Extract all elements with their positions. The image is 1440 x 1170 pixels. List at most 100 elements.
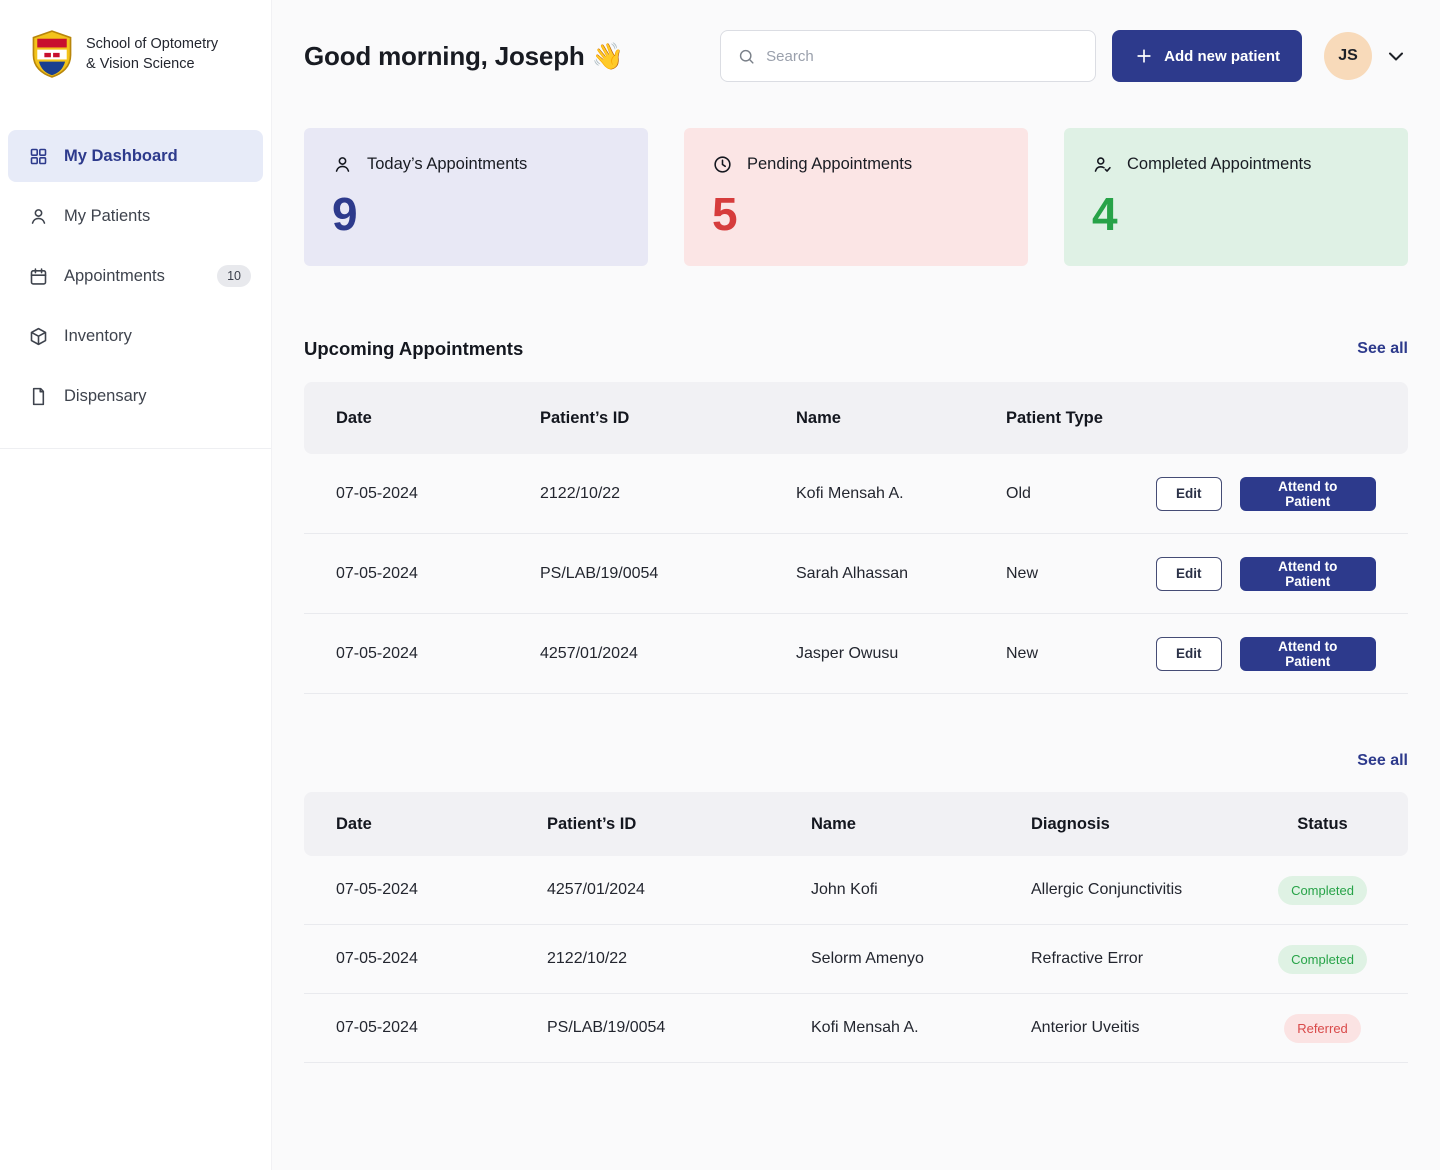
table-row: 07-05-2024 PS/LAB/19/0054 Sarah Alhassan… <box>304 534 1408 614</box>
stat-card-pending-appointments: Pending Appointments 5 <box>684 128 1028 266</box>
edit-button[interactable]: Edit <box>1156 636 1222 671</box>
dashboard-icon <box>28 146 49 167</box>
edit-button[interactable]: Edit <box>1156 556 1222 591</box>
search-box[interactable] <box>720 30 1097 82</box>
cell-patient-id: PS/LAB/19/0054 <box>540 564 659 582</box>
cell-diagnosis: Allergic Conjunctivitis <box>1031 881 1183 898</box>
sidebar-item-dispensary[interactable]: Dispensary <box>8 370 263 422</box>
cell-date: 07-05-2024 <box>336 484 418 502</box>
edit-button[interactable]: Edit <box>1156 476 1222 511</box>
brand-name: School of Optometry & Vision Science <box>86 35 219 72</box>
cell-date: 07-05-2024 <box>336 564 418 582</box>
page-greeting: Good morning, Joseph 👋 <box>304 40 624 71</box>
table-header-row: Date Patient’s ID Name Patient Type <box>304 382 1408 454</box>
sidebar-nav: My Dashboard My Patients Appointments 10 <box>0 130 271 449</box>
table-header-row: Date Patient’s ID Name Diagnosis Status <box>304 792 1408 856</box>
search-icon <box>740 49 754 64</box>
cell-name: Kofi Mensah A. <box>796 484 904 502</box>
sidebar-item-label: Inventory <box>64 326 132 345</box>
add-new-patient-button[interactable]: Add new patient <box>1112 30 1302 82</box>
stat-card-todays-appointments: Today’s Appointments 9 <box>304 128 648 266</box>
column-header-diagnosis: Diagnosis <box>1031 814 1110 833</box>
attend-to-patient-button[interactable]: Attend to Patient <box>1239 636 1376 671</box>
table-row: 07-05-2024 2122/10/22 Selorm Amenyo Refr… <box>304 925 1408 994</box>
main-content: Good morning, Joseph 👋 Add new patient J… <box>272 0 1440 1170</box>
cell-patient-type: Old <box>1006 484 1031 502</box>
cell-diagnosis: Refractive Error <box>1031 950 1144 967</box>
sidebar: School of Optometry & Vision Science My … <box>0 0 272 1170</box>
recent-appointments-section: See all Date Patient’s ID Name Diagnosis… <box>304 752 1408 1063</box>
cell-patient-id: 2122/10/22 <box>547 950 628 967</box>
cell-name: Selorm Amenyo <box>811 950 924 967</box>
cell-patient-id: 4257/01/2024 <box>547 881 645 898</box>
avatar[interactable]: JS <box>1324 32 1372 80</box>
brand: School of Optometry & Vision Science <box>0 30 271 78</box>
cell-date: 07-05-2024 <box>336 950 418 967</box>
table-row: 07-05-2024 4257/01/2024 John Kofi Allerg… <box>304 856 1408 925</box>
cell-name: Jasper Owusu <box>796 644 899 662</box>
stat-value-pending: 5 <box>712 188 738 240</box>
cell-name: Kofi Mensah A. <box>811 1019 919 1036</box>
note-icon <box>28 386 49 407</box>
stats-cards: Today’s Appointments 9 Pending Appointme… <box>304 128 1408 266</box>
topbar: Good morning, Joseph 👋 Add new patient J… <box>304 30 1408 82</box>
sidebar-item-label: My Patients <box>64 206 151 225</box>
user-menu: JS <box>1324 32 1408 80</box>
recent-see-all-link[interactable]: See all <box>1357 752 1408 769</box>
sidebar-item-inventory[interactable]: Inventory <box>8 310 263 362</box>
cell-name: Sarah Alhassan <box>796 564 909 582</box>
cell-diagnosis: Anterior Uveitis <box>1031 1019 1140 1036</box>
column-header-name: Name <box>796 408 841 427</box>
cell-date: 07-05-2024 <box>336 1019 418 1036</box>
upcoming-appointments-section: Upcoming Appointments See all Date Patie… <box>304 338 1408 694</box>
status-badge: Referred <box>1284 1013 1361 1043</box>
cell-patient-id: 2122/10/22 <box>540 484 621 502</box>
cell-date: 07-05-2024 <box>336 644 418 662</box>
stat-value-today: 9 <box>332 188 358 240</box>
cell-date: 07-05-2024 <box>336 881 418 898</box>
cell-patient-type: New <box>1006 564 1039 582</box>
column-header-patient-id: Patient’s ID <box>540 408 630 427</box>
cell-patient-id: PS/LAB/19/0054 <box>547 1019 666 1036</box>
patients-icon <box>28 206 49 227</box>
upcoming-see-all-link[interactable]: See all <box>1357 340 1408 357</box>
sidebar-item-appointments[interactable]: Appointments 10 <box>8 250 263 302</box>
clock-icon <box>714 156 731 173</box>
table-row: 07-05-2024 2122/10/22 Kofi Mensah A. Old… <box>304 454 1408 534</box>
attend-to-patient-button[interactable]: Attend to Patient <box>1239 556 1376 591</box>
stat-label: Today’s Appointments <box>367 155 528 173</box>
column-header-status: Status <box>1297 814 1348 833</box>
stat-label: Completed Appointments <box>1127 155 1312 173</box>
sidebar-item-my-patients[interactable]: My Patients <box>8 190 263 242</box>
cell-patient-type: New <box>1006 644 1039 662</box>
plus-icon <box>1137 49 1151 63</box>
sidebar-item-label: Appointments <box>64 266 165 285</box>
chevron-down-icon[interactable] <box>1384 44 1408 68</box>
sidebar-item-label: Dispensary <box>64 386 147 405</box>
stat-label: Pending Appointments <box>747 155 913 173</box>
person-check-icon <box>1094 157 1111 172</box>
upcoming-section-title: Upcoming Appointments <box>304 338 524 359</box>
column-header-date: Date <box>336 814 372 833</box>
cell-name: John Kofi <box>811 881 878 898</box>
search-input[interactable] <box>766 47 1080 65</box>
attend-to-patient-button[interactable]: Attend to Patient <box>1239 476 1376 511</box>
column-header-patient-id: Patient’s ID <box>547 814 637 833</box>
package-icon <box>28 326 49 347</box>
stat-card-completed-appointments: Completed Appointments 4 <box>1064 128 1408 266</box>
column-header-patient-type: Patient Type <box>1006 408 1103 427</box>
column-header-date: Date <box>336 408 372 427</box>
school-crest-logo <box>32 30 72 78</box>
table-row: 07-05-2024 4257/01/2024 Jasper Owusu New… <box>304 614 1408 694</box>
sidebar-item-label: My Dashboard <box>64 146 178 165</box>
table-row: 07-05-2024 PS/LAB/19/0054 Kofi Mensah A.… <box>304 994 1408 1063</box>
appointments-count-badge: 10 <box>217 265 251 287</box>
sidebar-item-my-dashboard[interactable]: My Dashboard <box>8 130 263 182</box>
cell-patient-id: 4257/01/2024 <box>540 644 638 662</box>
recent-appointments-table: Date Patient’s ID Name Diagnosis Status … <box>304 792 1408 1063</box>
status-badge: Completed <box>1278 875 1367 905</box>
upcoming-appointments-table: Date Patient’s ID Name Patient Type 07-0… <box>304 382 1408 694</box>
calendar-icon <box>28 266 49 287</box>
status-badge: Completed <box>1278 944 1367 974</box>
